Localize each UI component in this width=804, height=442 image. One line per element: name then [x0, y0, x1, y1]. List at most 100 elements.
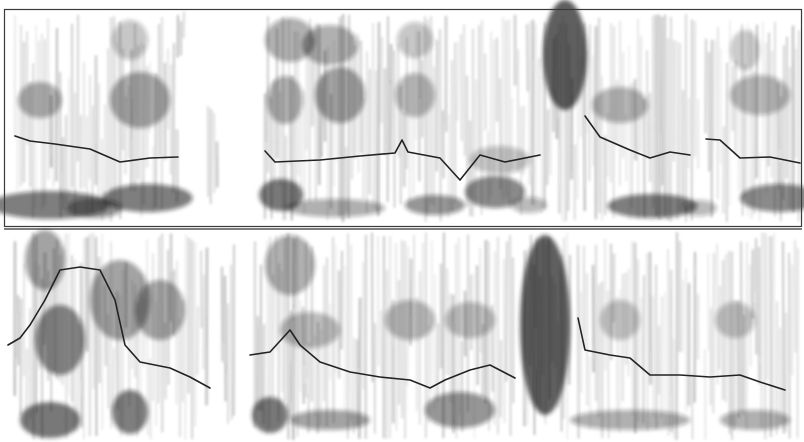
voicing-striation	[438, 29, 442, 222]
formant-region	[267, 76, 303, 124]
voicing-striation	[119, 295, 122, 437]
voicing-striation	[640, 297, 643, 373]
voicing-striation	[124, 96, 127, 175]
voicing-striation	[525, 24, 529, 92]
voicing-striation	[97, 83, 100, 206]
voicing-striation	[707, 253, 710, 351]
voicing-striation	[380, 310, 383, 380]
voicing-striation	[639, 35, 642, 152]
voicing-striation	[737, 300, 740, 418]
voicing-striation	[16, 97, 19, 190]
voicing-striation	[296, 235, 298, 437]
voicing-striation	[307, 343, 310, 434]
energy-region	[425, 392, 495, 428]
voicing-striation	[479, 247, 482, 353]
voicing-striation	[397, 44, 400, 157]
voicing-striation	[202, 274, 205, 370]
voicing-striation	[765, 42, 768, 193]
voicing-striation	[733, 300, 736, 431]
voicing-striation	[301, 306, 305, 405]
voicing-striation	[406, 246, 409, 386]
formant-region	[110, 72, 170, 128]
voicing-striation	[522, 105, 525, 176]
voicing-striation	[750, 29, 753, 219]
voicing-striation	[741, 24, 744, 217]
voicing-striation	[442, 232, 445, 439]
voicing-striation	[371, 22, 375, 208]
energy-region	[280, 312, 340, 348]
energy-band	[405, 195, 465, 215]
voicing-striation	[631, 241, 634, 416]
voicing-striation	[409, 258, 413, 346]
voicing-striation	[320, 75, 323, 158]
energy-band	[681, 200, 717, 216]
voicing-striation	[749, 264, 752, 367]
voicing-striation	[289, 310, 292, 418]
voicing-striation	[149, 358, 152, 440]
voicing-striation	[80, 263, 83, 428]
voicing-striation	[493, 251, 496, 426]
voicing-striation	[652, 295, 655, 417]
voicing-striation	[284, 135, 287, 220]
voicing-striation	[728, 250, 731, 435]
upper-spectrogram-panel	[0, 0, 804, 228]
voicing-striation	[568, 254, 571, 385]
voicing-striation	[473, 272, 476, 440]
voicing-striation	[655, 264, 658, 429]
voicing-striation	[423, 16, 427, 222]
noise-burst	[224, 275, 227, 402]
lower-pitch-contour	[7, 266, 786, 391]
voicing-striation	[760, 232, 763, 429]
voicing-striation	[32, 232, 35, 440]
voicing-striation	[38, 264, 40, 370]
voicing-striation	[167, 249, 170, 385]
voicing-striation	[660, 296, 663, 419]
voicing-striation	[704, 38, 707, 134]
formant-region	[397, 22, 433, 58]
voicing-striation	[92, 232, 95, 389]
voicing-striation	[104, 284, 107, 367]
voicing-striation	[358, 297, 362, 439]
upper-pitch-contour	[14, 115, 801, 181]
voicing-striation	[430, 240, 433, 394]
voicing-striation	[386, 269, 388, 439]
voicing-striation	[175, 260, 178, 405]
voicing-striation	[681, 279, 684, 353]
voicing-striation	[362, 98, 365, 200]
voicing-striation	[136, 302, 139, 437]
energy-region	[20, 402, 80, 438]
voicing-striation	[508, 19, 511, 210]
voicing-striation	[426, 19, 429, 216]
voicing-striation	[491, 304, 494, 392]
voicing-striation	[628, 45, 630, 221]
voicing-striation	[76, 324, 79, 431]
voicing-striation	[592, 264, 595, 373]
voicing-striation	[549, 87, 552, 176]
voicing-striation	[643, 98, 646, 218]
voicing-striation	[782, 241, 785, 434]
voicing-striation	[618, 289, 621, 434]
energy-region	[720, 410, 790, 430]
formant-region	[730, 30, 760, 70]
energy-band	[102, 184, 193, 212]
noise-burst	[220, 266, 224, 362]
voicing-striation	[483, 53, 487, 131]
voicing-striation	[676, 41, 679, 221]
voicing-striation	[200, 250, 203, 329]
voicing-striation	[529, 234, 533, 367]
voicing-striation	[691, 373, 694, 440]
energy-region	[520, 235, 570, 415]
voicing-striation	[393, 50, 396, 208]
voicing-striation	[377, 22, 381, 217]
voicing-striation	[327, 46, 329, 221]
voicing-striation	[356, 339, 359, 427]
voicing-striation	[712, 253, 715, 414]
voicing-striation	[658, 14, 661, 220]
voicing-striation	[558, 23, 562, 214]
voicing-striation	[772, 233, 775, 413]
voicing-striation	[534, 23, 537, 206]
voicing-striation	[713, 39, 716, 142]
voicing-striation	[646, 50, 649, 159]
